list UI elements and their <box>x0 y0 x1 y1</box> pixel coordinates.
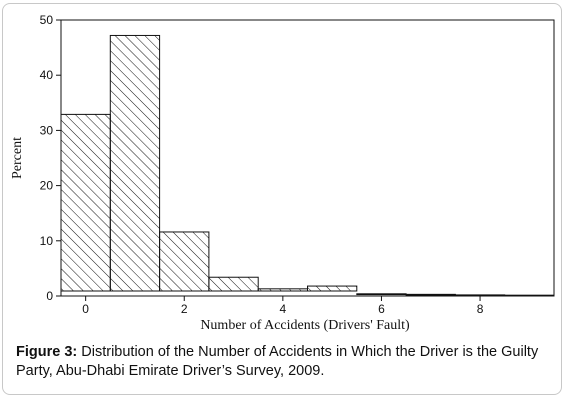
histogram-bar <box>307 285 358 292</box>
histogram-bar <box>356 293 407 296</box>
y-tick-label: 0 <box>46 289 53 303</box>
y-tick-label: 50 <box>40 13 54 27</box>
bars-group <box>60 34 555 297</box>
y-axis: 0 10 20 30 40 50 <box>40 13 61 303</box>
y-tick-label: 20 <box>40 179 54 193</box>
y-tick-label: 10 <box>40 234 54 248</box>
histogram-bar <box>454 294 506 297</box>
histogram-bar <box>405 293 456 296</box>
y-tick-label: 30 <box>40 123 54 137</box>
histogram-bar <box>109 34 161 292</box>
histogram-bar <box>208 276 259 292</box>
x-tick-label: 8 <box>477 302 484 316</box>
histogram-bar <box>60 113 111 292</box>
histogram-bar <box>504 294 555 297</box>
histogram-bar <box>257 288 309 292</box>
x-tick-label: 6 <box>378 302 385 316</box>
x-tick-label: 4 <box>280 302 287 316</box>
caption-label: Figure 3: <box>16 344 78 360</box>
y-tick-label: 40 <box>40 68 54 82</box>
x-tick-label: 0 <box>82 302 89 316</box>
caption-text: Distribution of the Number of Accidents … <box>16 344 539 379</box>
histogram-chart: 0 10 20 30 40 50 0 2 4 6 8 Number of Accidents (D… <box>10 13 555 333</box>
histogram-bar <box>159 231 210 292</box>
x-axis: 0 2 4 6 8 <box>82 296 484 316</box>
x-tick-label: 2 <box>181 302 188 316</box>
x-axis-title: Number of Accidents (Drivers' Fault) <box>200 318 410 333</box>
figure-caption: Figure 3: Distribution of the Number of … <box>16 343 556 381</box>
y-axis-title: Percent <box>10 137 25 179</box>
